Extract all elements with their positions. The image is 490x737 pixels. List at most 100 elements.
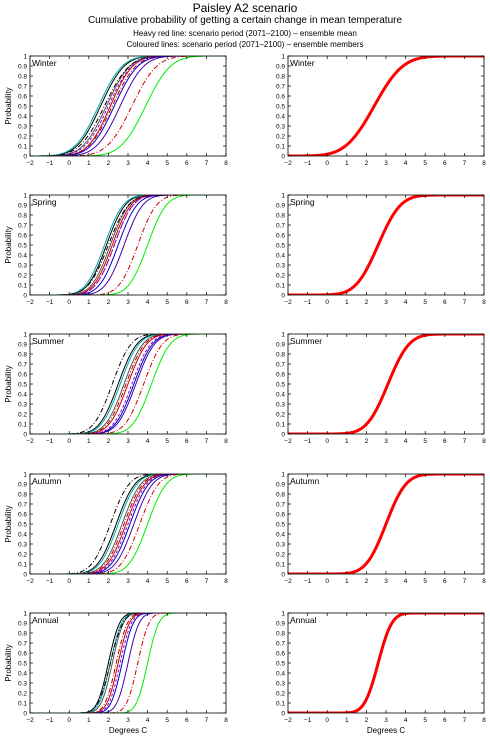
y-tick-label: 0.3: [276, 262, 285, 269]
y-tick-label: 0.7: [276, 361, 285, 368]
x-tick-label: −1: [46, 717, 54, 724]
ensemble-member-line-4: [30, 474, 226, 574]
y-tick-label: 0.9: [18, 63, 27, 70]
y-tick-label: 0: [23, 153, 27, 160]
y-tick-label: 0: [281, 571, 285, 578]
x-tick-label: 2: [365, 438, 369, 445]
y-tick-label: 0.5: [276, 103, 285, 110]
ensemble-member-line-6: [30, 195, 226, 295]
x-tick-label: 7: [463, 299, 467, 306]
y-tick-label: 0.4: [18, 252, 27, 259]
series-group: [30, 613, 226, 713]
y-tick-label: 0.9: [18, 481, 27, 488]
y-tick-label: 1: [23, 192, 27, 199]
x-tick-label: 2: [365, 717, 369, 724]
y-tick-label: 1: [23, 610, 27, 617]
y-tick-label: 0.2: [18, 690, 27, 697]
y-tick-label: 0.3: [18, 680, 27, 687]
x-tick-label: 6: [443, 160, 447, 167]
x-tick-label: 1: [345, 299, 349, 306]
x-tick-label: 1: [345, 578, 349, 585]
y-tick-label: 0.1: [18, 282, 27, 289]
x-tick-label: 3: [126, 438, 130, 445]
y-tick-label: 1: [281, 53, 285, 60]
x-tick-label: 1: [87, 717, 91, 724]
x-tick-label: 5: [423, 299, 427, 306]
y-tick-label: 0.3: [276, 680, 285, 687]
series-group: [288, 195, 484, 295]
y-axis-label: Probability: [4, 226, 13, 263]
y-tick-label: 0.9: [276, 341, 285, 348]
season-label: Autumn: [290, 476, 320, 486]
x-tick-label: 4: [146, 438, 150, 445]
x-tick-label: 1: [87, 438, 91, 445]
chart-panel-winter-ensemble-mean: −2 −1 0 1 2 3 4 5 6 7 8 0 0.1 0.2 0.3 0.4 0.5 0.6 0.7 0.8 0.…: [276, 53, 486, 167]
y-tick-label: 0.4: [276, 252, 285, 259]
season-label: Summer: [290, 336, 322, 346]
x-tick-label: 0: [67, 438, 71, 445]
x-tick-label: 2: [365, 299, 369, 306]
y-tick-label: 0: [23, 431, 27, 438]
x-tick-label: 7: [205, 160, 209, 167]
y-tick-label: 0.4: [276, 391, 285, 398]
y-tick-label: 0.5: [18, 521, 27, 528]
y-tick-label: 0.7: [276, 222, 285, 229]
y-tick-label: 0.1: [276, 282, 285, 289]
y-tick-label: 0.9: [276, 620, 285, 627]
x-tick-label: 1: [345, 717, 349, 724]
series-group: [30, 474, 226, 574]
y-tick-label: 0.8: [276, 630, 285, 637]
y-tick-label: 0.4: [18, 670, 27, 677]
ensemble-member-line-10: [30, 613, 226, 713]
y-tick-label: 0.3: [276, 401, 285, 408]
chart-panel-annual-members: −2 −1 0 1 2 3 4 5 6 7 8 0 0.1 0.2 0.3 0.4 0.5 0.6 0.7 0.8 0.…: [4, 610, 228, 735]
y-tick-label: 0: [281, 710, 285, 717]
x-tick-label: 8: [224, 160, 228, 167]
y-tick-label: 0.2: [18, 272, 27, 279]
x-tick-label: 8: [224, 578, 228, 585]
ensemble-member-line-11: [30, 56, 226, 156]
x-tick-label: 6: [185, 299, 189, 306]
x-tick-label: 5: [423, 717, 427, 724]
ensemble-member-line-9: [30, 613, 226, 713]
ensemble-member-line-2: [30, 56, 226, 156]
y-tick-label: 0.8: [276, 212, 285, 219]
x-tick-label: 4: [404, 578, 408, 585]
x-tick-label: 4: [146, 578, 150, 585]
x-tick-label: 0: [325, 160, 329, 167]
y-tick-label: 1: [281, 192, 285, 199]
x-tick-label: −1: [46, 578, 54, 585]
y-tick-label: 0.1: [18, 143, 27, 150]
x-tick-label: 8: [482, 578, 486, 585]
y-tick-label: 0.5: [18, 660, 27, 667]
ensemble-mean-line: [288, 613, 484, 713]
y-tick-label: 1: [281, 331, 285, 338]
x-tick-label: −2: [284, 438, 292, 445]
x-tick-label: −2: [26, 717, 34, 724]
y-tick-label: 0.2: [276, 690, 285, 697]
x-tick-label: 3: [384, 299, 388, 306]
y-tick-label: 0: [23, 710, 27, 717]
axes-frame: [29, 55, 227, 157]
ensemble-member-line-4: [30, 56, 226, 156]
x-tick-label: 3: [384, 438, 388, 445]
chart-panel-summer-members: −2 −1 0 1 2 3 4 5 6 7 8 0 0.1 0.2 0.3 0.4 0.5 0.6 0.7 0.8 0.…: [4, 331, 228, 445]
y-tick-label: 0.5: [276, 242, 285, 249]
ensemble-member-line-5: [30, 56, 226, 156]
x-tick-label: 6: [185, 578, 189, 585]
y-tick-label: 0.6: [276, 371, 285, 378]
y-tick-label: 0: [23, 292, 27, 299]
series-group: [30, 56, 226, 156]
series-group: [288, 474, 484, 574]
x-tick-label: −1: [304, 717, 312, 724]
x-tick-label: 0: [325, 578, 329, 585]
y-tick-label: 0.7: [18, 361, 27, 368]
x-tick-label: 1: [345, 438, 349, 445]
y-axis-label: Probability: [4, 365, 13, 402]
chart-panel-spring-members: −2 −1 0 1 2 3 4 5 6 7 8 0 0.1 0.2 0.3 0.4 0.5 0.6 0.7 0.8 0.…: [4, 192, 228, 306]
y-tick-label: 0.7: [276, 501, 285, 508]
y-tick-label: 0: [23, 571, 27, 578]
season-label: Spring: [32, 197, 57, 207]
figure-subtitle: Cumulative probability of getting a cert…: [87, 15, 403, 26]
